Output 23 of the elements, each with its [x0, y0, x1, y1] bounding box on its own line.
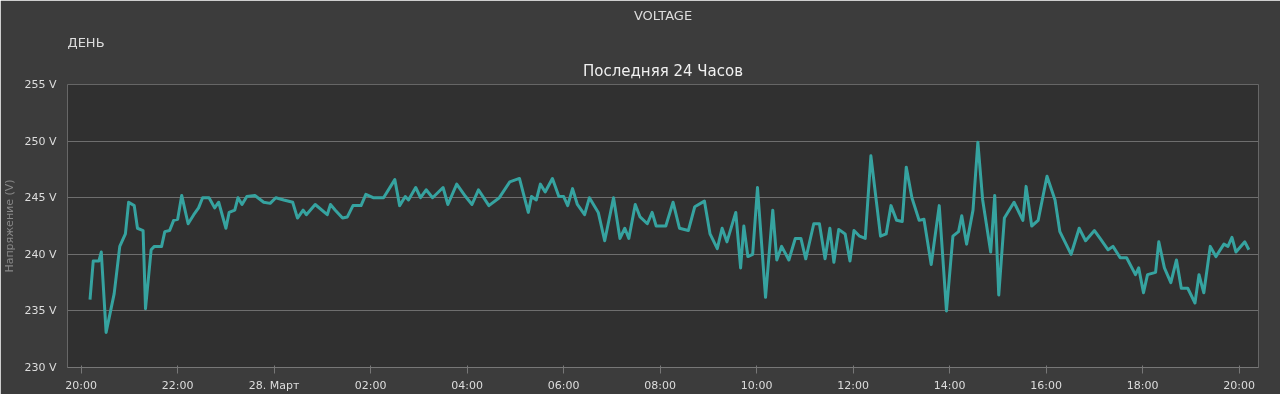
x-tick-label: 06:00: [547, 378, 580, 392]
y-tick-label: 245 V: [24, 191, 57, 205]
x-tick-label: 08:00: [644, 378, 677, 392]
chart-title: Последняя 24 Часов: [582, 61, 744, 80]
x-tick-label: 20:00: [1223, 378, 1256, 392]
x-tick-label: 14:00: [933, 378, 966, 392]
x-tick-label: 22:00: [161, 378, 194, 392]
x-tick-label: 12:00: [837, 378, 870, 392]
y-axis-title: Напряжение (V): [3, 179, 17, 273]
y-tick-label: 255 V: [24, 78, 57, 91]
x-tick-label: 02:00: [354, 378, 387, 392]
text: ДЕНЬ: [67, 34, 105, 50]
x-tick-label: 28. Март: [248, 378, 301, 392]
x-tick-label: 10:00: [740, 378, 773, 392]
x-tick-label: 16:00: [1030, 378, 1063, 392]
y-tick-label: 250 V: [24, 134, 57, 148]
x-tick-label: 20:00: [65, 378, 98, 392]
x-tick-label: 18:00: [1126, 378, 1159, 392]
y-tick-label: 230 V: [24, 361, 57, 374]
y-tick-label: 240 V: [24, 247, 57, 261]
y-tick-label: 235 V: [24, 304, 57, 318]
x-tick-label: 04:00: [451, 378, 484, 392]
text: VOLTAGE: [633, 7, 693, 23]
